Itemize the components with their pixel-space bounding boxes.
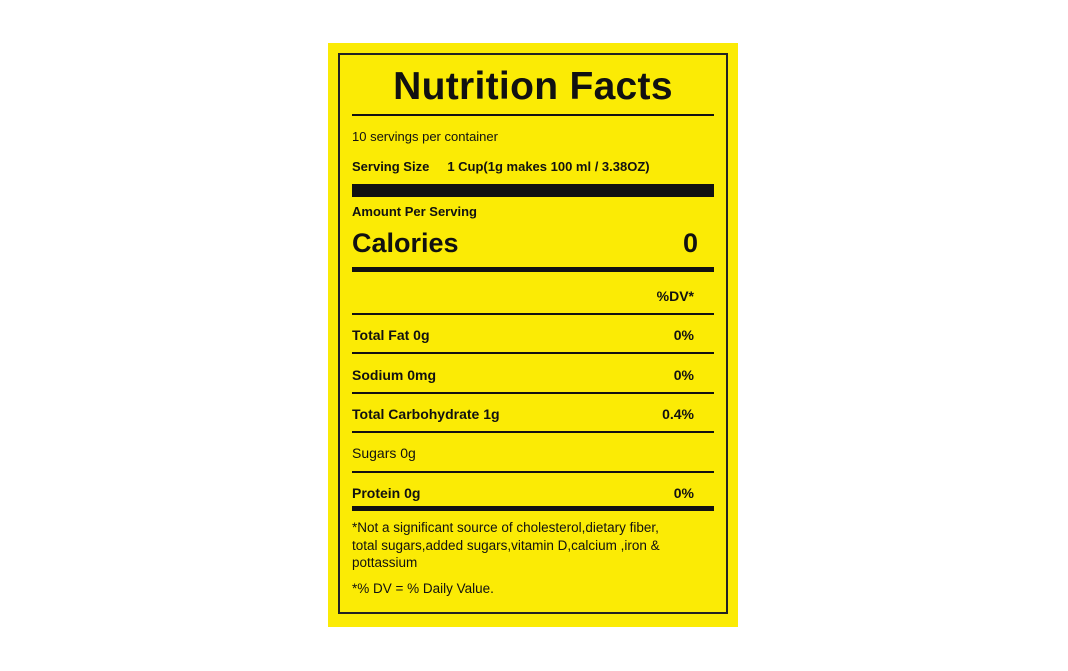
nutrient-label-protein: Protein 0g	[352, 485, 421, 501]
footnote: *Not a significant source of cholesterol…	[352, 519, 660, 572]
serving-size-label: Serving Size	[352, 159, 430, 174]
nutrient-dv-protein: 0%	[673, 485, 694, 501]
label-title: Nutrition Facts	[393, 65, 673, 108]
serving-size-value: 1 Cup(1g makes 100 ml / 3.38OZ)	[447, 159, 650, 174]
label-border	[338, 53, 728, 614]
serving-size: Serving Size 1 Cup(1g makes 100 ml / 3.38…	[352, 159, 650, 174]
nutrient-label-sodium: Sodium 0mg	[352, 367, 437, 383]
footnote-line: *Not a significant source of cholesterol…	[352, 520, 659, 535]
footnote-line: pottassium	[352, 555, 418, 570]
thick-divider	[352, 184, 714, 197]
dv-note: *% DV = % Daily Value.	[352, 581, 494, 596]
nutrient-label-total-carbohydrate: Total Carbohydrate 1g	[352, 406, 500, 422]
divider	[352, 431, 714, 433]
calories-label: Calories	[352, 228, 459, 258]
dv-header: %DV*	[656, 288, 694, 304]
divider	[352, 114, 714, 116]
footnote-line: total sugars,added sugars,vitamin D,calc…	[352, 537, 660, 553]
nutrient-dv-sodium: 0%	[673, 367, 694, 383]
divider	[352, 313, 714, 315]
nutrient-dv-total-fat: 0%	[673, 327, 694, 343]
divider	[352, 392, 714, 394]
thick-divider	[352, 267, 714, 272]
thick-divider	[352, 506, 714, 511]
divider	[352, 352, 714, 354]
nutrient-label-sugars: Sugars 0g	[352, 445, 416, 461]
calories-value: 0	[682, 228, 698, 258]
divider	[352, 471, 714, 473]
nutrition-label: Nutrition Facts 10 servings per containe…	[328, 43, 738, 627]
servings-per-container: 10 servings per container	[352, 129, 498, 144]
amount-per-serving: Amount Per Serving	[352, 204, 477, 219]
nutrient-label-total-fat: Total Fat 0g	[352, 327, 430, 343]
nutrient-dv-total-carbohydrate: 0.4%	[662, 406, 694, 422]
